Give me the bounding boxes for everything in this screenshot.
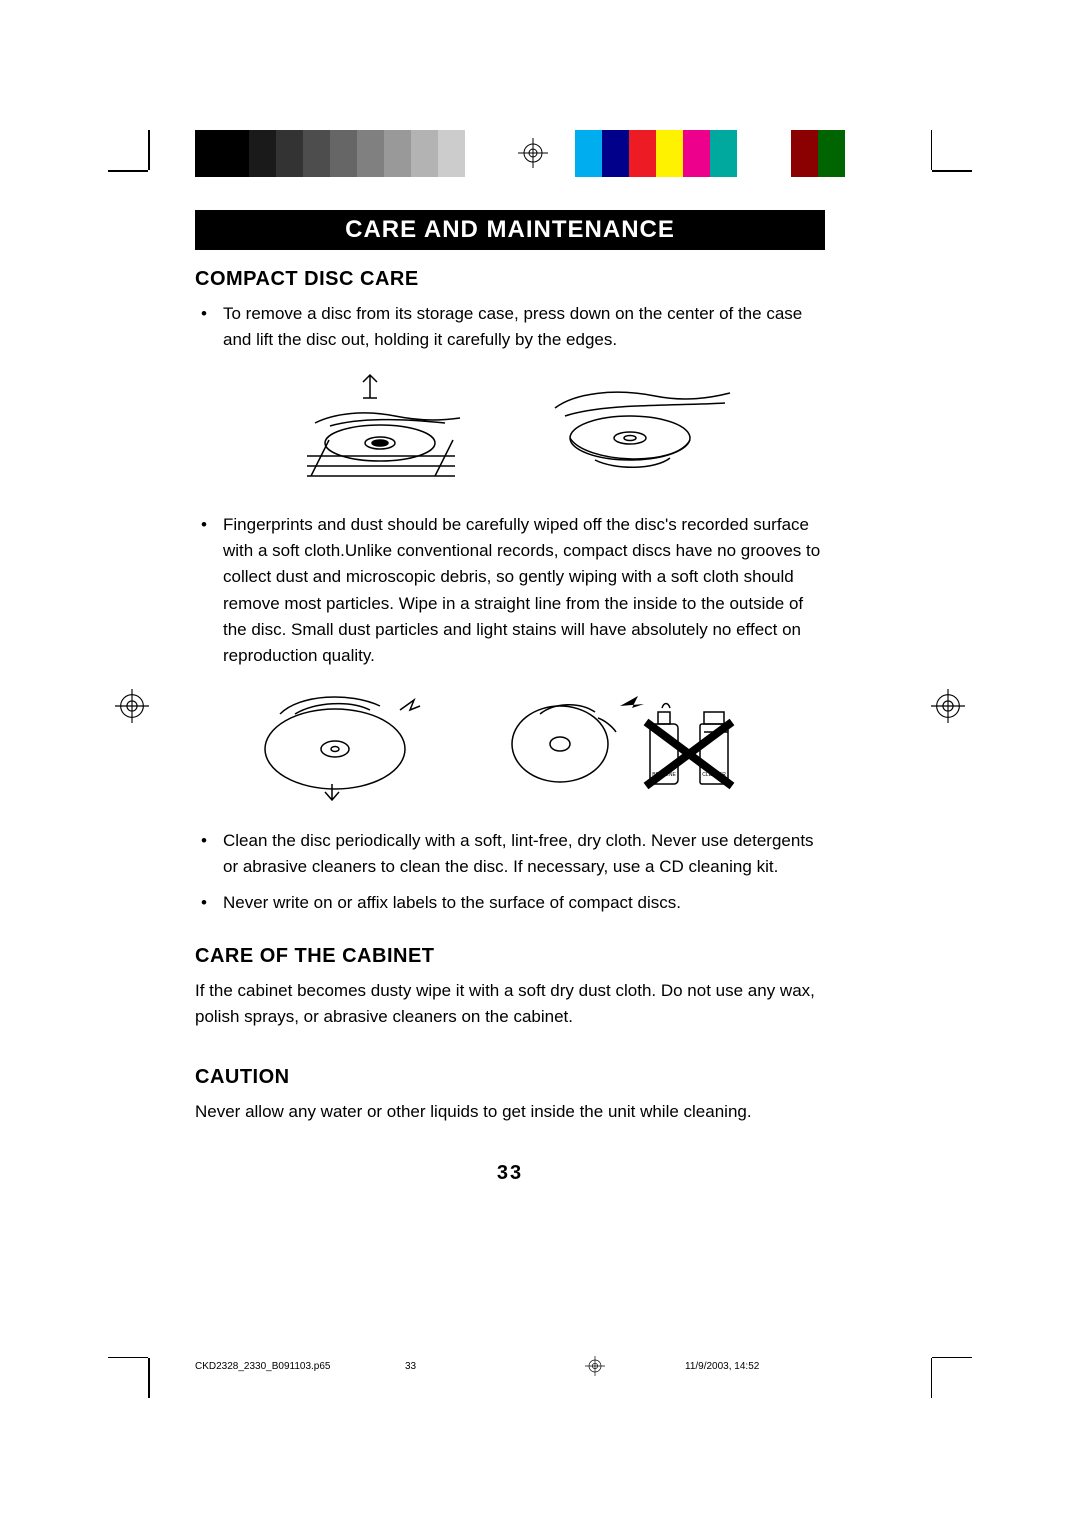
crop-mark — [148, 1358, 150, 1398]
section-disc-care: COMPACT DISC CARE To remove a disc from … — [195, 268, 825, 917]
footer-datetime: 11/9/2003, 14:52 — [645, 1361, 825, 1372]
registration-mark-icon — [545, 1356, 645, 1376]
section-caution: CAUTION Never allow any water or other l… — [195, 1066, 825, 1125]
illustration-row: BENZENE CLEANER — [195, 684, 825, 804]
body-text: If the cabinet becomes dusty wipe it wit… — [195, 978, 825, 1031]
list-item: Fingerprints and dust should be carefull… — [223, 512, 825, 670]
process-color-bar — [575, 130, 845, 177]
heading-disc-care: COMPACT DISC CARE — [195, 268, 825, 291]
crop-mark — [931, 130, 933, 170]
crop-mark — [148, 130, 150, 170]
list-item: To remove a disc from its storage case, … — [223, 301, 825, 354]
hold-disc-illustration — [535, 368, 735, 478]
body-text: Never allow any water or other liquids t… — [195, 1099, 825, 1125]
page-body: CARE AND MAINTENANCE COMPACT DISC CARE T… — [195, 210, 825, 1185]
list-item: Clean the disc periodically with a soft,… — [223, 828, 825, 881]
crop-mark — [931, 1358, 933, 1398]
remove-disc-illustration — [285, 368, 465, 488]
registration-mark-icon — [115, 689, 149, 723]
page-number: 33 — [195, 1162, 825, 1185]
heading-cabinet: CARE OF THE CABINET — [195, 945, 825, 968]
list-item: Never write on or affix labels to the su… — [223, 890, 825, 916]
page-title: CARE AND MAINTENANCE — [195, 210, 825, 250]
footer-page: 33 — [405, 1361, 545, 1372]
grayscale-bar — [195, 130, 492, 177]
section-cabinet: CARE OF THE CABINET If the cabinet becom… — [195, 945, 825, 1031]
crop-mark — [108, 170, 148, 172]
heading-caution: CAUTION — [195, 1066, 825, 1089]
footer-filename: CKD2328_2330_B091103.p65 — [195, 1361, 405, 1372]
illustration-row — [195, 368, 825, 488]
crop-mark — [108, 1357, 148, 1359]
registration-mark-icon — [518, 138, 548, 168]
registration-mark-icon — [931, 689, 965, 723]
no-solvents-illustration: BENZENE CLEANER — [500, 684, 780, 804]
wipe-correct-illustration — [240, 684, 430, 804]
footer-meta: CKD2328_2330_B091103.p65 33 11/9/2003, 1… — [195, 1356, 825, 1376]
crop-mark — [932, 1357, 972, 1359]
crop-mark — [932, 170, 972, 172]
